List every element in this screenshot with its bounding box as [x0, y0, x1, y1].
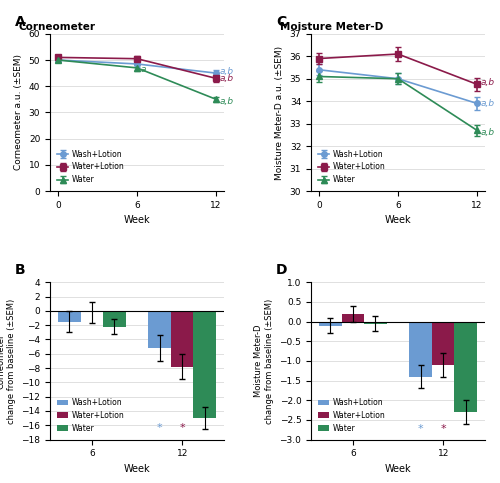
Text: D: D [276, 263, 287, 277]
Bar [80, 311, 103, 313]
Text: a: a [141, 65, 146, 74]
Bar [410, 322, 432, 377]
X-axis label: Week: Week [124, 215, 150, 226]
Bar [58, 311, 80, 322]
Y-axis label: Corneometer
change from baseline (±SEM): Corneometer change from baseline (±SEM) [0, 298, 16, 424]
Legend: Wash+Lotion, Water+Lotion, Water: Wash+Lotion, Water+Lotion, Water [54, 395, 127, 436]
Y-axis label: Moisture Meter-D a.u. (±SEM): Moisture Meter-D a.u. (±SEM) [275, 45, 284, 180]
Text: *: * [440, 425, 446, 434]
Text: a,b: a,b [481, 99, 495, 108]
Text: A: A [15, 15, 26, 29]
Text: a,b: a,b [220, 67, 234, 75]
Y-axis label: Corneometer a.u. (±SEM): Corneometer a.u. (±SEM) [14, 55, 23, 170]
Text: Moisture Meter-D: Moisture Meter-D [280, 22, 383, 32]
Legend: Wash+Lotion, Water+Lotion, Water: Wash+Lotion, Water+Lotion, Water [315, 146, 388, 187]
Bar [171, 311, 194, 367]
Bar [364, 322, 386, 324]
Text: *: * [157, 423, 162, 433]
X-axis label: Week: Week [124, 464, 150, 474]
Legend: Wash+Lotion, Water+Lotion, Water: Wash+Lotion, Water+Lotion, Water [54, 146, 127, 187]
X-axis label: Week: Week [384, 215, 411, 226]
Bar [342, 314, 364, 322]
Bar [319, 322, 342, 326]
Text: *: * [418, 425, 424, 434]
Bar [103, 311, 126, 327]
X-axis label: Week: Week [384, 464, 411, 474]
Bar [454, 322, 477, 412]
Y-axis label: Moisture Meter-D
change from baseline (±SEM): Moisture Meter-D change from baseline (±… [254, 298, 274, 424]
Text: B: B [15, 263, 26, 277]
Text: *: * [180, 423, 185, 433]
Bar [148, 311, 171, 348]
Text: Corneometer: Corneometer [18, 22, 96, 32]
Text: a,b: a,b [220, 97, 234, 106]
Legend: Wash+Lotion, Water+Lotion, Water: Wash+Lotion, Water+Lotion, Water [315, 395, 388, 436]
Text: a,b: a,b [481, 78, 495, 87]
Text: a,b: a,b [481, 128, 495, 137]
Text: a,b: a,b [220, 74, 234, 83]
Bar [194, 311, 216, 418]
Bar [432, 322, 454, 365]
Text: C: C [276, 15, 286, 29]
